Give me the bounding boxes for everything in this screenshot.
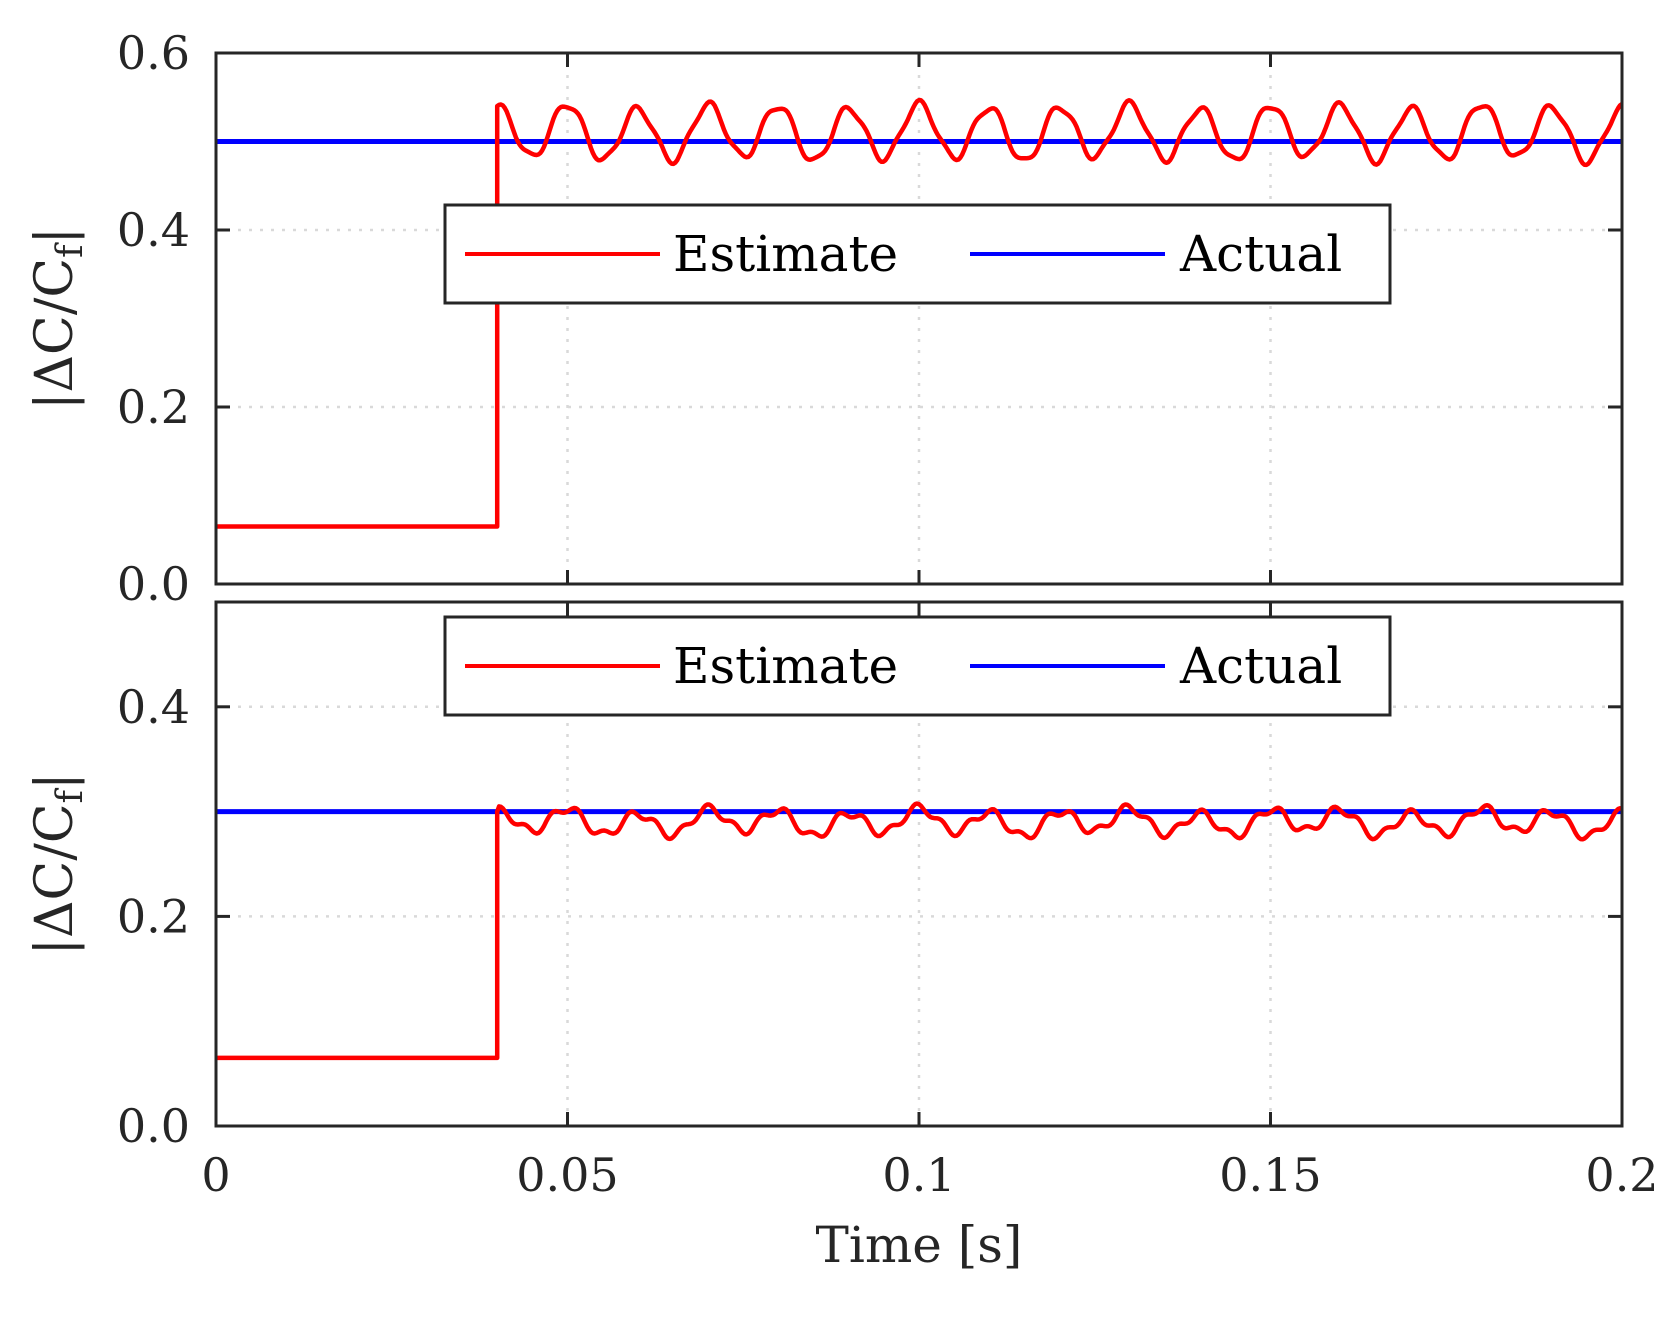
top-ticks (214, 51, 1624, 586)
bottom-y-tick-label: 0.4 (117, 680, 190, 734)
bottom-y-tick-label: 0.2 (117, 889, 190, 943)
top-estimate-line (216, 97, 1624, 529)
top-legend-estimate-label: Estimate (673, 225, 898, 283)
bottom-y-tick-labels: 0.0 0.2 0.4 (117, 680, 190, 1153)
bottom-ticks (214, 602, 1624, 1128)
bottom-y-axis-label: |ΔC/Cf| (25, 772, 91, 955)
top-y-axis-label-subscript: f (50, 242, 91, 258)
bottom-legend: Estimate Actual (443, 615, 1392, 717)
top-y-tick-label: 0.6 (117, 26, 190, 80)
bottom-y-axis-label-end: | (25, 772, 85, 790)
bottom-legend-estimate-label: Estimate (673, 637, 898, 695)
top-y-tick-label: 0.0 (117, 557, 190, 611)
bottom-y-axis-label-main: |ΔC/C (25, 803, 85, 955)
bottom-y-tick-label: 0.0 (117, 1099, 190, 1153)
x-axis-label: Time [s] (816, 1216, 1023, 1274)
top-series (216, 97, 1624, 529)
bottom-y-axis-label-subscript: f (50, 787, 91, 803)
top-legend: Estimate Actual (443, 203, 1392, 305)
top-y-axis-label-main: |ΔC/C (25, 258, 85, 410)
bottom-panel: 0.0 0.2 0.4 0 0.05 0.1 0.15 0.2 |ΔC/Cf| Time [… (25, 600, 1659, 1274)
bottom-legend-actual-label: Actual (1179, 637, 1342, 695)
top-y-axis-label: |ΔC/Cf| (25, 227, 91, 410)
bottom-x-tick-label: 0.1 (882, 1148, 955, 1202)
top-y-axis-label-end: | (25, 227, 85, 245)
bottom-x-tick-label: 0.2 (1585, 1148, 1658, 1202)
bottom-x-tick-label: 0 (201, 1148, 230, 1202)
top-y-tick-labels: 0.0 0.2 0.4 0.6 (117, 26, 190, 611)
top-legend-actual-label: Actual (1179, 225, 1342, 283)
bottom-x-tick-label: 0.05 (516, 1148, 618, 1202)
bottom-x-tick-label: 0.15 (1219, 1148, 1321, 1202)
top-y-tick-label: 0.4 (117, 203, 190, 257)
bottom-estimate-line (216, 801, 1623, 1061)
bottom-x-tick-labels: 0 0.05 0.1 0.15 0.2 (201, 1148, 1658, 1202)
top-panel: 0.0 0.2 0.4 0.6 |ΔC/Cf| Estimate Actual (25, 26, 1624, 611)
bottom-series (216, 801, 1623, 1061)
top-y-tick-label: 0.2 (117, 380, 190, 434)
